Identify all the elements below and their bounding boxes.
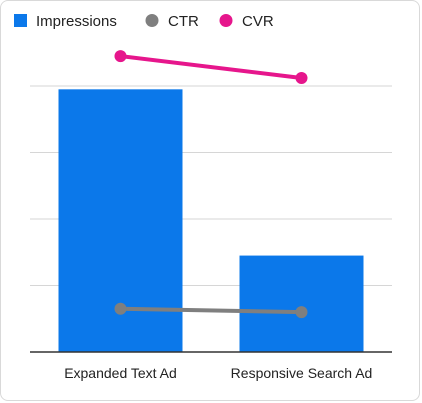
x-tick-label: Expanded Text Ad [64,365,177,381]
series-line [118,306,304,315]
legend-swatch [145,14,159,27]
data-point [295,72,308,85]
x-axis-ticks: Expanded Text Ad Responsive Search Ad [64,365,372,381]
series-lines [114,50,308,319]
legend: Impressions CTR CVR [14,13,274,30]
bars [58,89,364,352]
legend-swatch [219,14,233,27]
legend-label: CVR [242,13,274,30]
data-point [114,302,127,315]
series-line [118,54,304,81]
x-tick-label: Responsive Search Ad [231,365,373,381]
data-point [114,50,127,63]
data-point [295,306,308,319]
legend-label: Impressions [36,13,117,30]
legend-label: CTR [168,13,199,30]
legend-swatch [14,14,27,27]
bar [239,255,364,352]
